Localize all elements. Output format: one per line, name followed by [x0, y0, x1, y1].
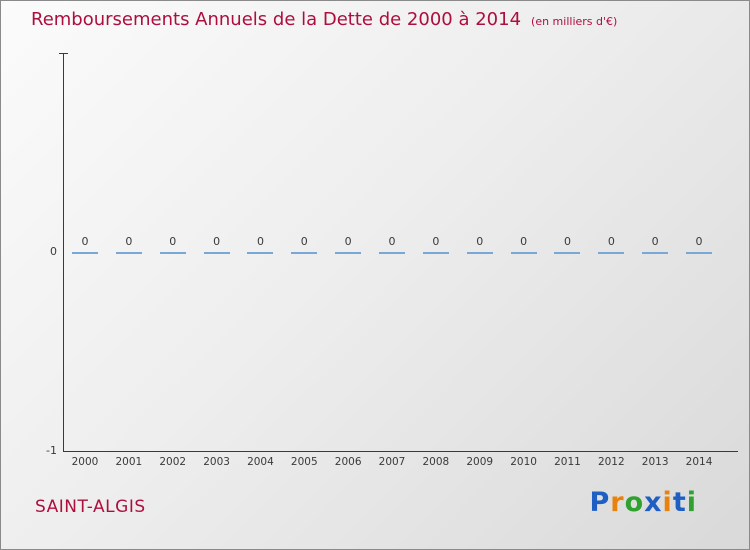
bar	[247, 252, 274, 254]
y-axis-top-tick	[59, 53, 68, 54]
y-tick-label-minus-one: -1	[46, 444, 57, 457]
bar	[379, 252, 406, 254]
logo-letter: t	[672, 487, 687, 518]
proxiti-logo: Proxiti	[589, 487, 697, 518]
chart-title: Remboursements Annuels de la Dette de 20…	[31, 9, 522, 30]
bar	[554, 252, 581, 254]
bar-value-label: 0	[125, 235, 133, 248]
bar	[466, 252, 493, 254]
x-tick-label: 2000	[71, 456, 99, 468]
bar	[686, 252, 713, 254]
logo-letter: i	[686, 487, 697, 518]
bar-value-label: 0	[476, 235, 484, 248]
bar	[159, 252, 186, 254]
x-tick-label: 2002	[159, 456, 187, 468]
bar-value-label: 0	[388, 235, 396, 248]
x-tick-label: 2008	[422, 456, 450, 468]
logo-letter: P	[589, 487, 611, 518]
bar	[335, 252, 362, 254]
bar	[72, 252, 98, 254]
x-tick-label: 2012	[597, 456, 625, 468]
y-tick-label-zero: 0	[50, 245, 57, 258]
x-tick-label: 2001	[115, 456, 143, 468]
logo-letter: o	[624, 487, 645, 518]
bar	[115, 252, 142, 254]
bar-value-label: 0	[256, 235, 264, 248]
bar	[598, 252, 625, 254]
bar-value-label: 0	[344, 235, 352, 248]
logo-letter: x	[644, 487, 663, 518]
x-tick-label: 2003	[203, 456, 230, 468]
commune-name: SAINT-ALGIS	[35, 497, 146, 517]
bar-value-label: 0	[695, 235, 703, 248]
bar	[642, 252, 669, 254]
chart-units-label: (en milliers d'€)	[531, 15, 618, 28]
x-tick-label: 2005	[290, 456, 318, 468]
logo-letter: r	[610, 487, 625, 518]
x-tick-label: 2009	[466, 456, 494, 468]
bar-value-label: 0	[432, 235, 440, 248]
x-tick-label: 2006	[334, 456, 362, 468]
bar-value-label: 0	[300, 235, 308, 248]
bar-value-label: 0	[213, 235, 221, 248]
bar-value-label: 0	[520, 235, 528, 248]
x-tick-label: 2007	[378, 456, 406, 468]
bar	[422, 252, 449, 254]
x-tick-label: 2011	[554, 456, 581, 468]
bar-value-label: 0	[651, 235, 659, 248]
bar-value-label: 0	[169, 235, 177, 248]
x-tick-label: 2010	[510, 456, 537, 468]
x-tick-label: 2014	[685, 456, 713, 468]
x-tick-label: 2004	[247, 456, 274, 468]
bar	[203, 252, 230, 254]
chart-header: Remboursements Annuels de la Dette de 20…	[31, 9, 617, 30]
bar-value-label: 0	[563, 235, 571, 248]
logo-letter: i	[662, 487, 673, 518]
bar	[510, 252, 537, 254]
bar-value-label: 0	[81, 235, 89, 248]
bar	[291, 252, 318, 254]
y-axis	[63, 53, 64, 451]
bar-value-label: 0	[607, 235, 615, 248]
x-tick-label: 2013	[641, 456, 669, 468]
x-axis	[63, 451, 738, 452]
